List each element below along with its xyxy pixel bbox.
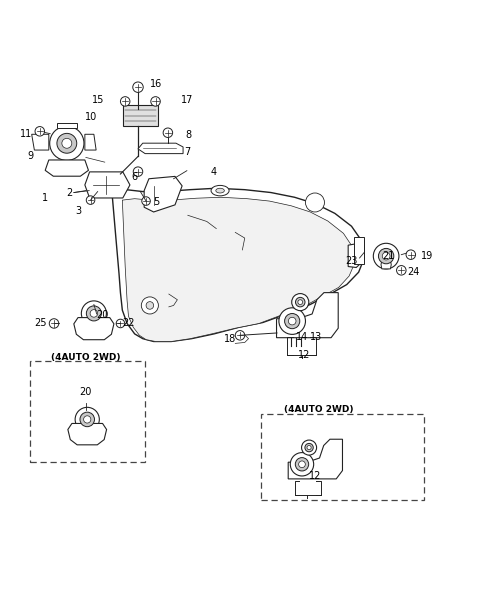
Circle shape (35, 127, 45, 136)
Text: 6: 6 (132, 172, 138, 182)
Circle shape (298, 300, 302, 304)
Circle shape (57, 133, 77, 153)
Ellipse shape (216, 188, 224, 193)
Polygon shape (348, 244, 362, 267)
Circle shape (141, 297, 158, 314)
Circle shape (90, 310, 97, 317)
Circle shape (279, 308, 305, 335)
Circle shape (292, 294, 309, 311)
Circle shape (290, 453, 313, 476)
Polygon shape (276, 293, 338, 337)
Circle shape (142, 197, 150, 205)
Text: 11: 11 (20, 129, 32, 139)
Text: 9: 9 (27, 151, 34, 161)
Text: 18: 18 (224, 334, 236, 343)
Text: 15: 15 (93, 94, 105, 104)
Polygon shape (122, 197, 355, 342)
Polygon shape (288, 439, 342, 479)
Polygon shape (68, 424, 107, 445)
Text: 14: 14 (296, 332, 308, 342)
Text: 10: 10 (85, 112, 97, 122)
Text: 20: 20 (80, 387, 92, 397)
Polygon shape (381, 260, 391, 269)
Text: 21: 21 (383, 251, 395, 261)
Text: 3: 3 (75, 205, 81, 215)
Circle shape (305, 444, 313, 452)
Circle shape (62, 138, 72, 148)
Circle shape (120, 97, 130, 106)
Text: 23: 23 (345, 256, 358, 266)
Text: 20: 20 (96, 310, 109, 320)
Text: 12: 12 (309, 471, 321, 481)
Text: 4: 4 (211, 166, 216, 176)
Circle shape (116, 319, 125, 327)
Circle shape (296, 297, 305, 307)
Text: (4AUTO 2WD): (4AUTO 2WD) (51, 353, 120, 362)
Circle shape (49, 319, 59, 328)
Circle shape (133, 82, 143, 93)
Circle shape (235, 330, 245, 340)
Polygon shape (112, 188, 364, 342)
Text: 22: 22 (122, 319, 135, 329)
Circle shape (133, 167, 143, 176)
Bar (122, 105, 158, 126)
Circle shape (406, 250, 416, 260)
Polygon shape (138, 143, 183, 153)
Circle shape (378, 248, 394, 264)
Text: 7: 7 (184, 147, 190, 157)
Circle shape (288, 317, 296, 325)
Circle shape (373, 243, 399, 269)
Circle shape (163, 128, 173, 137)
Text: 24: 24 (407, 267, 420, 277)
Circle shape (84, 416, 91, 423)
Circle shape (80, 412, 95, 427)
Polygon shape (85, 135, 96, 150)
Text: 8: 8 (185, 130, 192, 140)
Polygon shape (32, 135, 49, 150)
Circle shape (305, 193, 324, 212)
Text: 25: 25 (34, 319, 47, 329)
Text: 1: 1 (42, 193, 48, 203)
Polygon shape (57, 123, 77, 129)
Text: 12: 12 (298, 350, 310, 360)
Circle shape (81, 301, 107, 326)
Polygon shape (144, 176, 182, 212)
Circle shape (307, 445, 311, 450)
Circle shape (86, 196, 95, 204)
Circle shape (382, 253, 390, 260)
Polygon shape (85, 172, 130, 198)
Circle shape (396, 266, 406, 275)
Circle shape (75, 407, 99, 431)
Text: 5: 5 (154, 198, 160, 208)
Text: 2: 2 (67, 188, 73, 198)
Circle shape (301, 440, 317, 455)
Text: (4AUTO 2WD): (4AUTO 2WD) (284, 405, 353, 414)
Circle shape (146, 301, 154, 309)
Text: 13: 13 (310, 332, 323, 342)
Circle shape (50, 126, 84, 160)
Bar (354, 237, 364, 264)
Circle shape (295, 458, 309, 471)
Circle shape (285, 313, 300, 329)
Text: 19: 19 (421, 251, 433, 261)
Polygon shape (45, 160, 88, 176)
Polygon shape (74, 317, 114, 340)
Circle shape (86, 306, 101, 321)
Circle shape (299, 461, 305, 468)
Text: 16: 16 (150, 79, 162, 89)
Text: 17: 17 (180, 94, 193, 104)
Circle shape (151, 97, 160, 106)
Ellipse shape (211, 185, 229, 196)
